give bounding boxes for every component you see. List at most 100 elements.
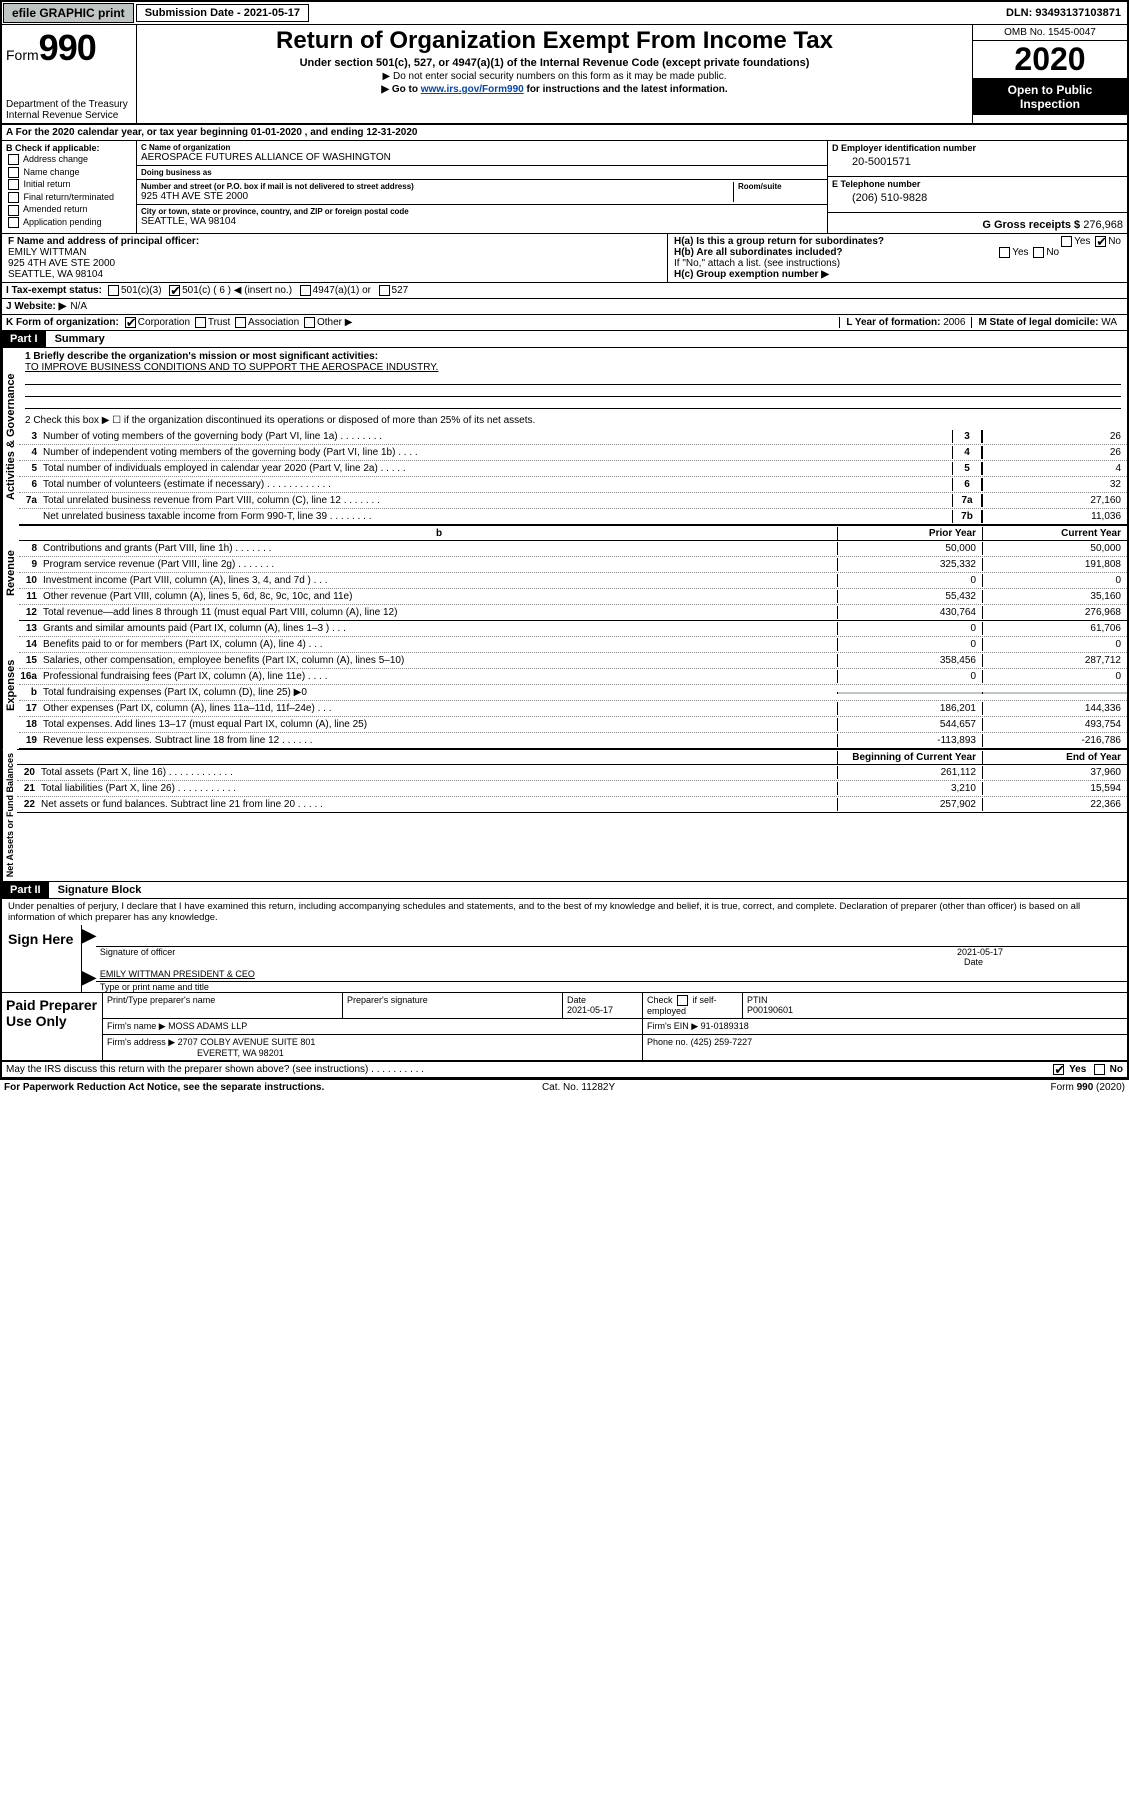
- q1-value: TO IMPROVE BUSINESS CONDITIONS AND TO SU…: [25, 362, 438, 373]
- chk-app-pending[interactable]: Application pending: [6, 216, 132, 229]
- chk-final-return[interactable]: Final return/terminated: [6, 191, 132, 204]
- chk-4947[interactable]: [300, 285, 311, 296]
- summary-line: 6Total number of volunteers (estimate if…: [19, 477, 1127, 493]
- chk-name-change[interactable]: Name change: [6, 166, 132, 179]
- summary-line: 13Grants and similar amounts paid (Part …: [19, 621, 1127, 637]
- summary-line: 10Investment income (Part VIII, column (…: [19, 573, 1127, 589]
- state-domicile: WA: [1101, 317, 1117, 328]
- declaration-text: Under penalties of perjury, I declare th…: [2, 899, 1127, 925]
- prep-date-label: Date: [567, 995, 586, 1005]
- hb-no[interactable]: [1033, 247, 1044, 258]
- officer-typed-name: EMILY WITTMAN PRESIDENT & CEO: [100, 969, 255, 979]
- hb-yes[interactable]: [999, 247, 1010, 258]
- col-c: C Name of organization AEROSPACE FUTURES…: [137, 141, 827, 233]
- chk-trust[interactable]: [195, 317, 206, 328]
- line-a: A For the 2020 calendar year, or tax yea…: [2, 125, 1127, 141]
- chk-label: Application pending: [23, 217, 102, 227]
- th-begin: Beginning of Current Year: [837, 751, 982, 764]
- chk-527[interactable]: [379, 285, 390, 296]
- discuss-yes[interactable]: [1053, 1064, 1064, 1075]
- summary-line: 19Revenue less expenses. Subtract line 1…: [19, 733, 1127, 749]
- instructions-link[interactable]: www.irs.gov/Form990: [421, 84, 524, 95]
- summary-line: 5Total number of individuals employed in…: [19, 461, 1127, 477]
- org-name-label: C Name of organization: [141, 143, 823, 152]
- ha-no[interactable]: [1095, 236, 1106, 247]
- summary-line: 14Benefits paid to or for members (Part …: [19, 637, 1127, 653]
- org-name: AEROSPACE FUTURES ALLIANCE OF WASHINGTON: [141, 152, 823, 163]
- sign-here: Sign Here ▶ Signature of officer 2021-05…: [2, 925, 1127, 993]
- th-prior: Prior Year: [837, 527, 982, 540]
- chk-amended[interactable]: Amended return: [6, 203, 132, 216]
- expenses-section: Expenses 13Grants and similar amounts pa…: [2, 621, 1127, 749]
- summary-line: 18Total expenses. Add lines 13–17 (must …: [19, 717, 1127, 733]
- vlabel-nab: Net Assets or Fund Balances: [2, 749, 17, 881]
- ein-value: 20-5001571: [852, 156, 1123, 168]
- paid-preparer: Paid Preparer Use Only Print/Type prepar…: [2, 993, 1127, 1062]
- firm-phone: (425) 259-7227: [691, 1037, 753, 1047]
- summary-line: 9Program service revenue (Part VIII, lin…: [19, 557, 1127, 573]
- discuss-label: May the IRS discuss this return with the…: [6, 1064, 424, 1075]
- th-row: b Prior Year Current Year: [19, 525, 1127, 541]
- goto-post: for instructions and the latest informat…: [524, 84, 728, 95]
- yes-label: Yes: [1069, 1064, 1086, 1075]
- chk-label: Name change: [24, 167, 80, 177]
- opt-501c3: 501(c)(3): [121, 285, 162, 296]
- col-de: D Employer identification number 20-5001…: [827, 141, 1127, 233]
- opt-501c: 501(c) ( 6 ) ◀ (insert no.): [182, 285, 292, 296]
- chk-address-change[interactable]: Address change: [6, 153, 132, 166]
- chk-initial-return[interactable]: Initial return: [6, 178, 132, 191]
- hb-note: If "No," attach a list. (see instruction…: [674, 258, 1121, 269]
- section-bcde: B Check if applicable: Address change Na…: [2, 141, 1127, 234]
- activities-governance: Activities & Governance 1 Briefly descri…: [2, 348, 1127, 525]
- submission-date: Submission Date - 2021-05-17: [136, 4, 309, 22]
- chk-label: Initial return: [24, 179, 71, 189]
- summary-line: 20Total assets (Part X, line 16) . . . .…: [17, 765, 1127, 781]
- firm-ein-label: Firm's EIN ▶: [647, 1021, 698, 1031]
- sig-date-label: Date: [964, 957, 983, 967]
- summary-line: 15Salaries, other compensation, employee…: [19, 653, 1127, 669]
- firm-phone-label: Phone no.: [647, 1037, 688, 1047]
- form-title: Return of Organization Exempt From Incom…: [141, 27, 968, 55]
- chk-501c[interactable]: [169, 285, 180, 296]
- no-label: No: [1110, 1064, 1123, 1075]
- addr-label: Number and street (or P.O. box if mail i…: [141, 182, 733, 191]
- website-value: N/A: [70, 301, 87, 312]
- vlabel-ag: Activities & Governance: [2, 348, 19, 525]
- year-formation-label: L Year of formation:: [846, 317, 940, 328]
- prep-sig-label: Preparer's signature: [343, 993, 563, 1018]
- th-current: Current Year: [982, 527, 1127, 540]
- chk-label: Final return/terminated: [24, 192, 115, 202]
- goto-pre: ▶ Go to: [381, 84, 420, 95]
- hb-label: H(b) Are all subordinates included?: [674, 247, 843, 258]
- chk-self-employed[interactable]: [677, 995, 688, 1006]
- vlabel-rev: Revenue: [2, 525, 19, 621]
- summary-line: 17Other expenses (Part IX, column (A), l…: [19, 701, 1127, 717]
- net-assets-section: Net Assets or Fund Balances Beginning of…: [2, 749, 1127, 882]
- opt-trust: Trust: [208, 317, 230, 328]
- chk-other[interactable]: [304, 317, 315, 328]
- prep-date: 2021-05-17: [567, 1005, 613, 1015]
- ha-yes[interactable]: [1061, 236, 1072, 247]
- state-domicile-label: M State of legal domicile:: [978, 317, 1098, 328]
- omb-number: OMB No. 1545-0047: [973, 25, 1127, 41]
- vlabel-exp: Expenses: [2, 621, 19, 749]
- row-fh: F Name and address of principal officer:…: [2, 234, 1127, 283]
- dln-label: DLN: 93493137103871: [1000, 5, 1127, 21]
- chk-label: Address change: [23, 154, 88, 164]
- efile-button[interactable]: efile GRAPHIC print: [3, 3, 134, 23]
- summary-line: 22Net assets or fund balances. Subtract …: [17, 797, 1127, 813]
- sig-date: 2021-05-17: [957, 947, 1003, 957]
- summary-line: 12Total revenue—add lines 8 through 11 (…: [19, 605, 1127, 621]
- year-formation: 2006: [943, 317, 965, 328]
- chk-corp[interactable]: [125, 317, 136, 328]
- part-ii-badge: Part II: [2, 882, 49, 898]
- summary-line: 16aProfessional fundraising fees (Part I…: [19, 669, 1127, 685]
- discuss-no[interactable]: [1094, 1064, 1105, 1075]
- part-i-title: Summary: [49, 331, 111, 347]
- revenue-section: Revenue b Prior Year Current Year 8Contr…: [2, 525, 1127, 621]
- chk-assoc[interactable]: [235, 317, 246, 328]
- firm-name: MOSS ADAMS LLP: [168, 1021, 247, 1031]
- tel-label: E Telephone number: [832, 179, 1123, 189]
- form-word: Form: [6, 47, 39, 63]
- chk-501c3[interactable]: [108, 285, 119, 296]
